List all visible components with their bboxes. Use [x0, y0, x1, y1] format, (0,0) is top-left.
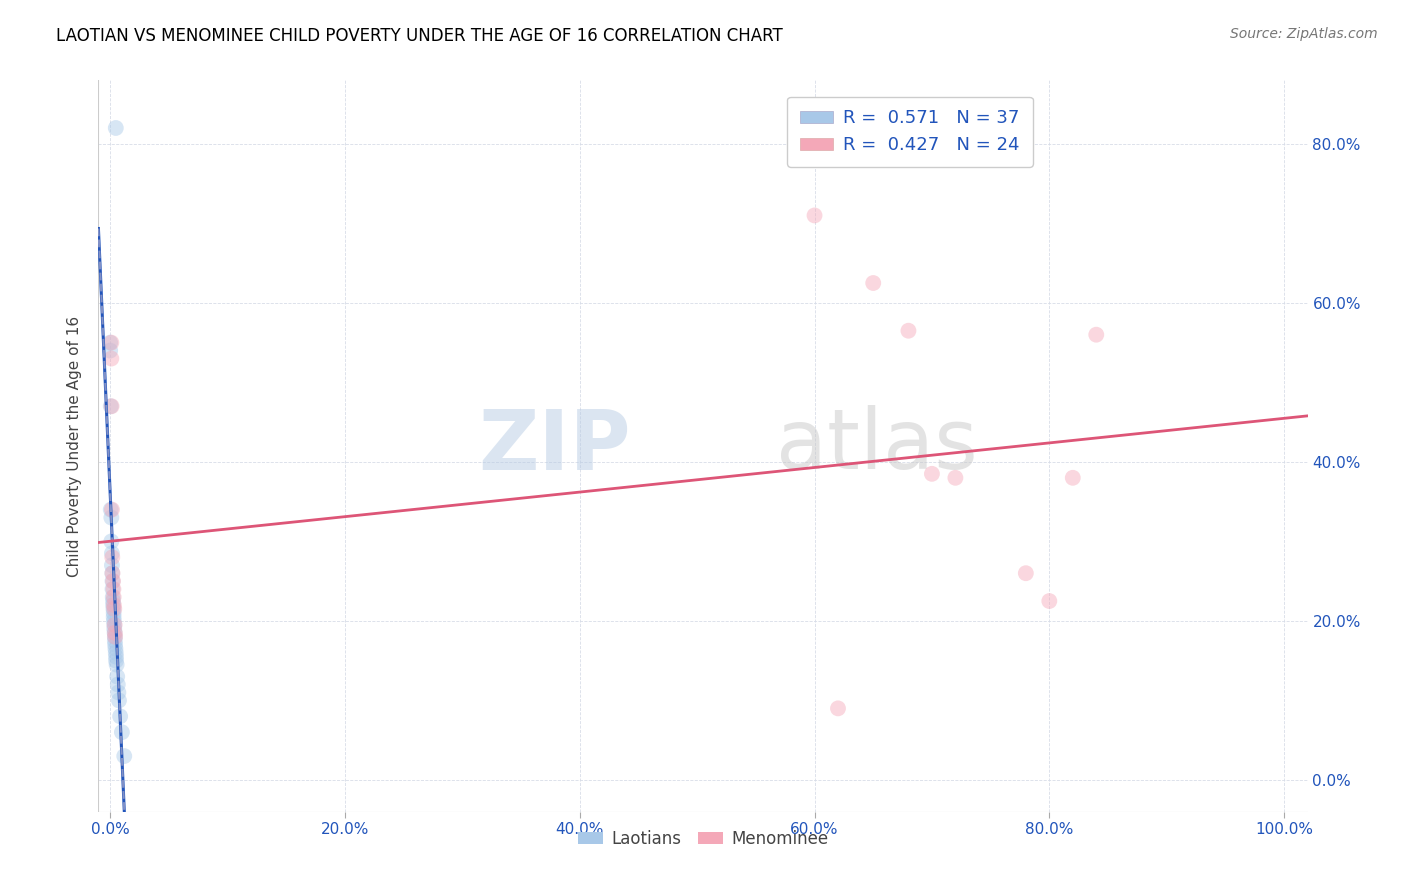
- Point: [103, 602, 125, 616]
- Point: [1015, 566, 1038, 581]
- Point: [101, 590, 124, 604]
- Point: [107, 677, 129, 691]
- Point: [103, 622, 125, 636]
- Point: [103, 582, 125, 596]
- Point: [104, 618, 127, 632]
- Point: [100, 534, 122, 549]
- Point: [101, 550, 124, 565]
- Y-axis label: Child Poverty Under the Age of 16: Child Poverty Under the Age of 16: [67, 316, 83, 576]
- Point: [101, 502, 124, 516]
- Point: [103, 590, 125, 604]
- Point: [101, 566, 124, 581]
- Point: [105, 654, 128, 668]
- Point: [101, 546, 124, 560]
- Point: [104, 638, 127, 652]
- Point: [103, 602, 125, 616]
- Point: [101, 566, 124, 581]
- Point: [105, 649, 128, 664]
- Point: [112, 749, 135, 764]
- Point: [104, 120, 127, 135]
- Point: [104, 630, 127, 644]
- Point: [98, 335, 121, 350]
- Point: [101, 574, 124, 589]
- Point: [1038, 594, 1060, 608]
- Point: [104, 630, 127, 644]
- Point: [101, 598, 124, 612]
- Text: Source: ZipAtlas.com: Source: ZipAtlas.com: [1230, 27, 1378, 41]
- Point: [103, 598, 125, 612]
- Point: [827, 701, 849, 715]
- Point: [104, 641, 127, 656]
- Point: [897, 324, 920, 338]
- Text: ZIP: ZIP: [478, 406, 630, 486]
- Point: [107, 685, 129, 699]
- Point: [104, 625, 127, 640]
- Point: [1062, 471, 1084, 485]
- Point: [111, 725, 134, 739]
- Point: [105, 657, 128, 672]
- Point: [100, 335, 122, 350]
- Point: [100, 399, 122, 413]
- Point: [105, 669, 128, 683]
- Point: [100, 502, 122, 516]
- Text: atlas: atlas: [776, 406, 977, 486]
- Point: [101, 574, 124, 589]
- Point: [100, 510, 122, 524]
- Point: [104, 633, 127, 648]
- Point: [921, 467, 943, 481]
- Point: [108, 709, 131, 723]
- Point: [1085, 327, 1108, 342]
- Point: [103, 606, 125, 620]
- Text: LAOTIAN VS MENOMINEE CHILD POVERTY UNDER THE AGE OF 16 CORRELATION CHART: LAOTIAN VS MENOMINEE CHILD POVERTY UNDER…: [56, 27, 783, 45]
- Point: [101, 582, 124, 596]
- Point: [803, 209, 825, 223]
- Point: [103, 614, 125, 628]
- Point: [101, 558, 124, 573]
- Point: [103, 610, 125, 624]
- Point: [100, 351, 122, 366]
- Point: [862, 276, 884, 290]
- Legend: Laotians, Menominee: Laotians, Menominee: [571, 823, 835, 855]
- Point: [108, 693, 131, 707]
- Point: [98, 343, 121, 358]
- Point: [103, 618, 125, 632]
- Point: [104, 646, 127, 660]
- Point: [945, 471, 967, 485]
- Point: [101, 594, 124, 608]
- Point: [100, 399, 122, 413]
- Point: [104, 625, 127, 640]
